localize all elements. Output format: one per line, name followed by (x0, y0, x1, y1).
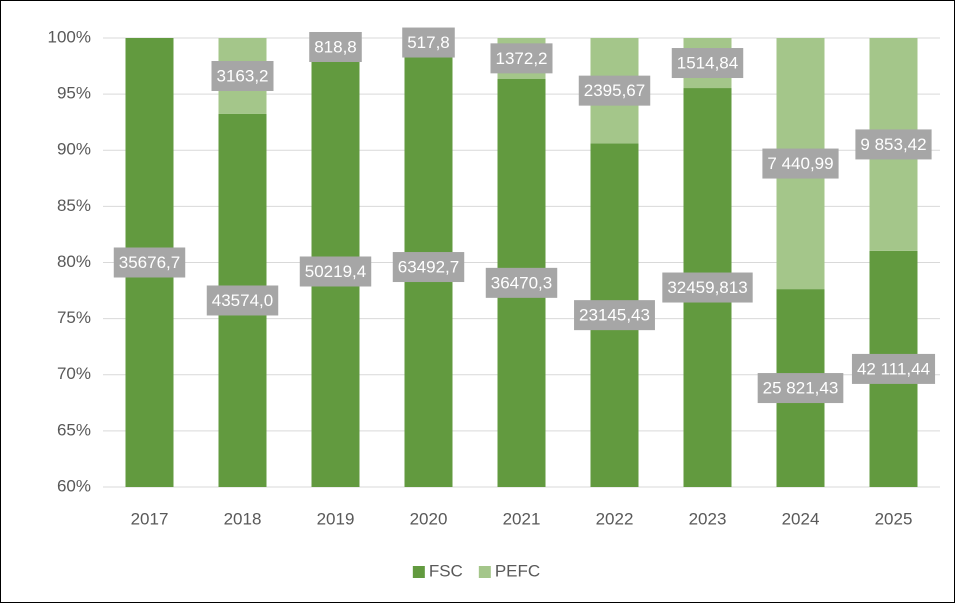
legend-swatch (478, 566, 491, 578)
y-tick-label: 85% (57, 196, 91, 215)
data-label-box (113, 247, 186, 278)
data-label: 63492,7 (398, 258, 459, 277)
data-label: 42 111,44 (857, 359, 930, 378)
data-label: 50219,4 (305, 262, 366, 281)
y-tick-label: 100% (48, 27, 91, 46)
data-label-box (211, 60, 274, 91)
data-label: 7 440,99 (767, 154, 833, 173)
y-tick-label: 70% (57, 364, 91, 383)
y-tick-label: 90% (57, 140, 91, 159)
data-label-box (671, 48, 744, 79)
data-label: 36470,3 (491, 273, 552, 292)
data-label: 818,8 (314, 37, 357, 56)
data-label-box (402, 27, 455, 58)
data-label: 32459,813 (667, 278, 747, 297)
data-label-box (851, 353, 936, 384)
data-label: 1372,2 (496, 49, 548, 68)
data-label: 1514,84 (677, 54, 738, 73)
legend-label: FSC (429, 561, 463, 580)
x-tick-label: 2021 (503, 509, 541, 528)
data-label: 35676,7 (119, 253, 180, 272)
data-label-box (662, 272, 753, 303)
x-tick-label: 2019 (317, 509, 355, 528)
data-label: 23145,43 (579, 306, 650, 325)
data-label: 9 853,42 (860, 135, 926, 154)
x-tick-label: 2025 (875, 509, 913, 528)
y-tick-label: 80% (57, 252, 91, 271)
legend-label: PEFC (495, 561, 540, 580)
x-tick-label: 2024 (782, 509, 820, 528)
x-tick-label: 2017 (131, 509, 169, 528)
data-label: 517,8 (407, 33, 450, 52)
y-tick-label: 65% (57, 420, 91, 439)
x-tick-label: 2018 (224, 509, 262, 528)
data-label-box (490, 43, 553, 74)
y-tick-label: 75% (57, 308, 91, 327)
data-label-box (855, 129, 932, 160)
x-tick-label: 2020 (410, 509, 448, 528)
data-label-box (206, 285, 279, 316)
x-tick-label: 2023 (689, 509, 727, 528)
data-label-box (299, 256, 372, 287)
data-label-box (762, 148, 839, 179)
y-tick-label: 60% (57, 476, 91, 495)
y-tick-label: 95% (57, 84, 91, 103)
data-label-box (578, 75, 651, 106)
data-label: 3163,2 (217, 66, 269, 85)
data-label: 25 821,43 (763, 379, 839, 398)
data-label: 43574,0 (212, 291, 273, 310)
x-tick-label: 2022 (596, 509, 634, 528)
data-label: 2395,67 (584, 81, 645, 100)
data-label-box (574, 300, 655, 331)
data-label-box (757, 373, 844, 404)
data-label-box (485, 267, 558, 298)
data-label-box (309, 32, 362, 63)
legend-swatch (412, 566, 425, 578)
data-label-box (392, 252, 465, 283)
